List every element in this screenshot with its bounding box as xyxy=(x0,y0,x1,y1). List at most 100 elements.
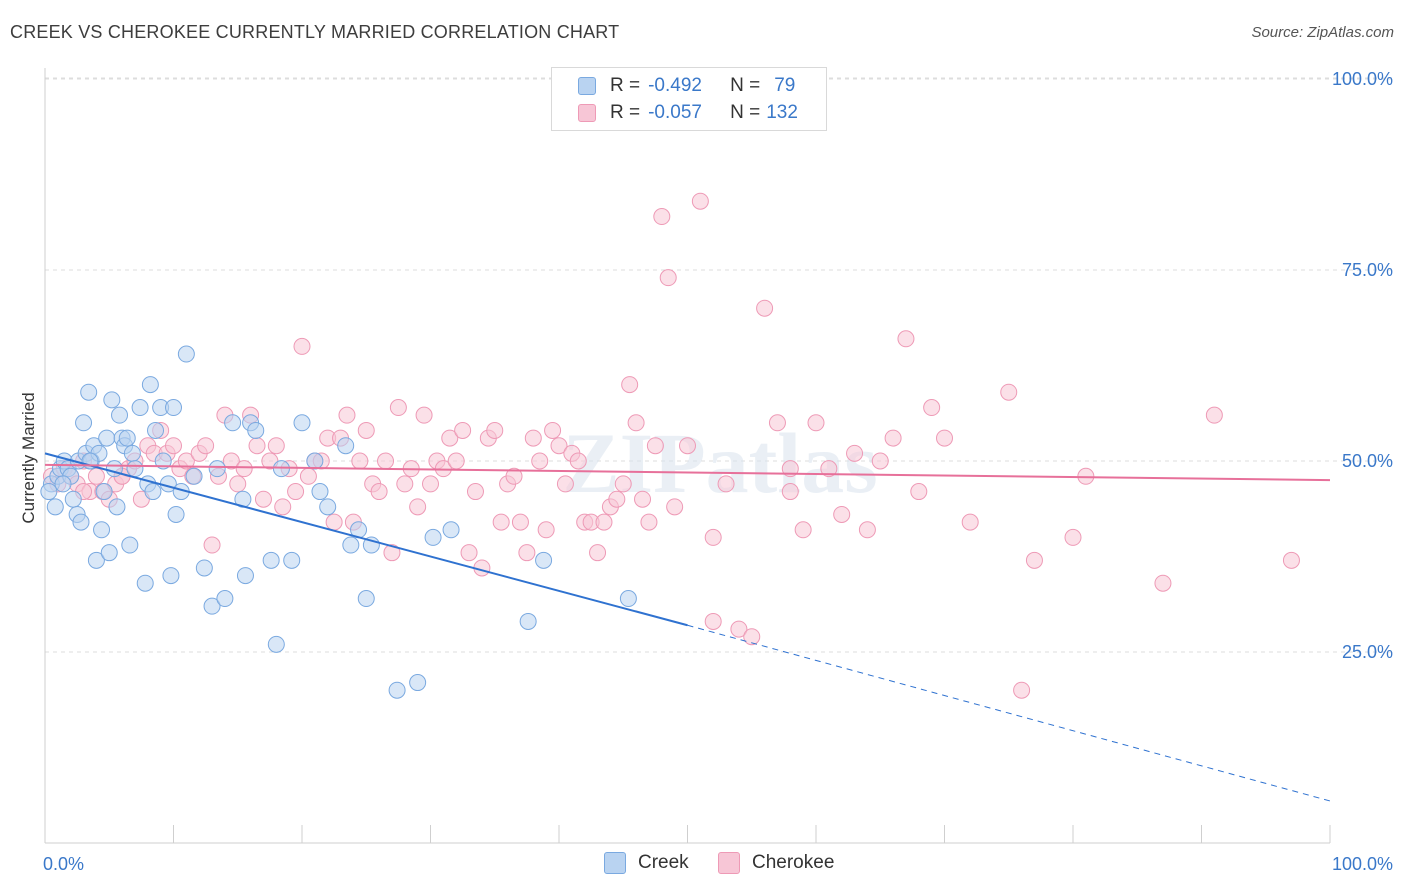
cherokee-n-label: N = xyxy=(730,102,761,123)
cherokee-point xyxy=(614,475,632,493)
creek-point xyxy=(131,399,149,417)
creek-legend-label: Creek xyxy=(638,852,689,873)
cherokee-point xyxy=(389,399,407,417)
creek-n-value: 79 xyxy=(774,75,796,96)
cherokee-legend-label: Cherokee xyxy=(752,852,835,873)
creek-point xyxy=(247,421,265,439)
cherokee-point xyxy=(1000,383,1018,401)
cherokee-point xyxy=(197,437,215,455)
cherokee-r-label: R = xyxy=(610,102,641,123)
cherokee-point xyxy=(653,208,671,226)
creek-point xyxy=(195,559,213,577)
creek-point xyxy=(224,414,242,432)
data-points xyxy=(40,192,1300,699)
cherokee-point xyxy=(511,513,529,531)
creek-point xyxy=(293,414,311,432)
cherokee-point xyxy=(794,521,812,539)
source-label: Source: ZipAtlas.com xyxy=(1251,24,1394,41)
creek-trend-extension xyxy=(687,624,1331,802)
cherokee-point xyxy=(704,528,722,546)
cherokee-point xyxy=(396,475,414,493)
creek-point xyxy=(80,383,98,401)
cherokee-point xyxy=(820,460,838,478)
creek-point xyxy=(357,590,375,608)
legend-item-cherokee[interactable]: Cherokee xyxy=(718,852,834,874)
cherokee-point xyxy=(781,483,799,501)
cherokee-point xyxy=(222,452,240,470)
cherokee-point xyxy=(1013,681,1031,699)
cherokee-point xyxy=(569,452,587,470)
creek-point xyxy=(72,513,90,531)
creek-point xyxy=(144,483,162,501)
creek-point xyxy=(519,612,537,630)
cherokee-point xyxy=(627,414,645,432)
cherokee-point xyxy=(691,192,709,210)
creek-point xyxy=(167,505,185,523)
cherokee-point xyxy=(897,330,915,348)
cherokee-n-value: 132 xyxy=(766,102,798,123)
creek-point xyxy=(262,551,280,569)
cherokee-point xyxy=(858,521,876,539)
cherokee-point xyxy=(807,414,825,432)
cherokee-point xyxy=(768,414,786,432)
creek-point xyxy=(126,460,144,478)
cherokee-point xyxy=(550,437,568,455)
cherokee-point xyxy=(415,406,433,424)
x-tick-label-min: 0.0% xyxy=(43,854,84,874)
cherokee-point xyxy=(505,467,523,485)
cherokee-point xyxy=(235,460,253,478)
series-legend: Creek Cherokee xyxy=(0,852,1406,878)
creek-point xyxy=(267,635,285,653)
legend-row-creek: R = -0.492 N = 79 xyxy=(578,73,795,99)
cherokee-point xyxy=(717,475,735,493)
creek-r-label: R = xyxy=(610,75,641,96)
cherokee-point xyxy=(492,513,510,531)
creek-swatch xyxy=(578,77,596,95)
cherokee-point xyxy=(377,452,395,470)
creek-point xyxy=(46,498,64,516)
creek-point xyxy=(337,437,355,455)
grid-lines xyxy=(45,77,1392,653)
creek-point xyxy=(177,345,195,363)
cherokee-point xyxy=(274,498,292,516)
creek-point xyxy=(100,544,118,562)
cherokee-point xyxy=(537,521,555,539)
tick-labels: 25.0% 50.0% 75.0% 100.0% 0.0% 100.0% xyxy=(43,69,1393,874)
creek-point xyxy=(311,483,329,501)
cherokee-point xyxy=(884,429,902,447)
creek-point xyxy=(87,551,105,569)
creek-point xyxy=(203,597,221,615)
y-tick-label: 50.0% xyxy=(1342,451,1393,471)
creek-point xyxy=(283,551,301,569)
cherokee-legend-swatch xyxy=(718,852,740,874)
creek-point xyxy=(108,498,126,516)
cherokee-point xyxy=(254,490,272,508)
y-tick-label: 75.0% xyxy=(1342,260,1393,280)
creek-point xyxy=(40,483,58,501)
cherokee-point xyxy=(846,444,864,462)
cherokee-point xyxy=(203,536,221,554)
cherokee-point xyxy=(229,475,247,493)
chart-title: CREEK VS CHEROKEE CURRENTLY MARRIED CORR… xyxy=(10,22,620,42)
creek-point xyxy=(208,460,226,478)
cherokee-point xyxy=(357,421,375,439)
cherokee-point xyxy=(756,299,774,317)
cherokee-r-value: -0.057 xyxy=(648,102,702,123)
cherokee-point xyxy=(518,544,536,562)
creek-point xyxy=(185,467,203,485)
cherokee-point xyxy=(531,452,549,470)
legend-item-creek[interactable]: Creek xyxy=(604,852,689,874)
cherokee-point xyxy=(743,628,761,646)
creek-legend-swatch xyxy=(604,852,626,874)
cherokee-point xyxy=(287,483,305,501)
stats-legend: R = -0.492 N = 79 R = -0.057 N = 132 xyxy=(551,67,827,131)
cherokee-point xyxy=(447,452,465,470)
creek-point xyxy=(388,681,406,699)
cherokee-point xyxy=(409,498,427,516)
cherokee-point xyxy=(961,513,979,531)
creek-point xyxy=(216,590,234,608)
creek-trend-line xyxy=(44,452,688,627)
cherokee-point xyxy=(338,406,356,424)
creek-point xyxy=(54,475,72,493)
